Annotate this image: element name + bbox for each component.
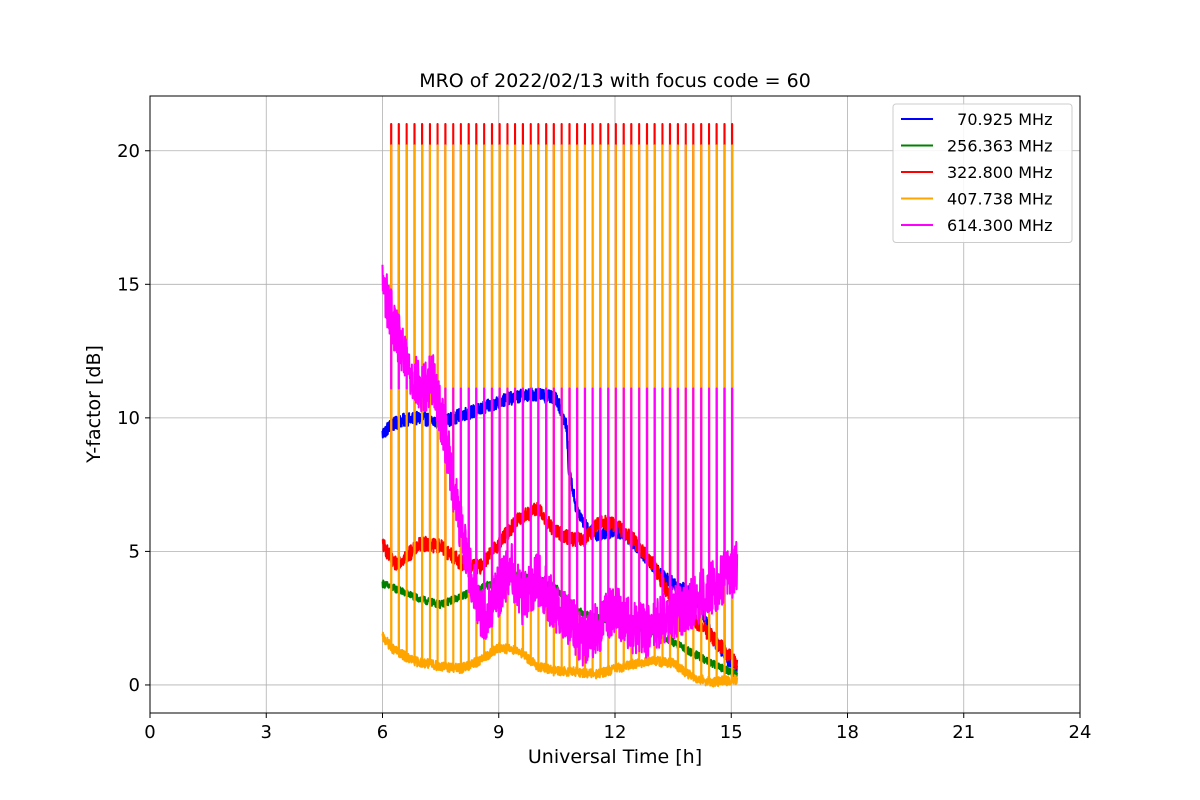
x-axis-label: Universal Time [h] bbox=[528, 746, 702, 768]
series-line bbox=[381, 123, 739, 670]
series-3 bbox=[381, 144, 739, 688]
chart-title: MRO of 2022/02/13 with focus code = 60 bbox=[419, 70, 811, 92]
x-tick-label: 18 bbox=[836, 722, 859, 743]
x-tick-label: 3 bbox=[261, 722, 272, 743]
legend-label: 614.300 MHz bbox=[947, 216, 1052, 235]
series-line bbox=[381, 264, 739, 667]
legend: 70.925 MHz 256.363 MHz 322.800 MHz 407.738 … bbox=[892, 103, 1073, 243]
series-line bbox=[381, 144, 739, 688]
x-tick-label: 15 bbox=[720, 722, 743, 743]
y-tick-label: 10 bbox=[117, 408, 140, 429]
plot-data bbox=[381, 123, 739, 688]
series-4 bbox=[381, 264, 739, 667]
x-tick-label: 6 bbox=[377, 722, 388, 743]
legend-label: 70.925 MHz bbox=[947, 110, 1052, 129]
y-axis-label: Y-factor [dB] bbox=[83, 345, 105, 464]
y-tick-label: 0 bbox=[129, 675, 140, 696]
y-tick-label: 15 bbox=[117, 274, 140, 295]
legend-label: 256.363 MHz bbox=[947, 137, 1052, 156]
legend-label: 322.800 MHz bbox=[947, 163, 1052, 182]
y-tick-label: 20 bbox=[117, 141, 140, 162]
x-tick-label: 24 bbox=[1069, 722, 1092, 743]
x-tick-label: 21 bbox=[952, 722, 975, 743]
y-tick-label: 5 bbox=[129, 541, 140, 562]
series-2 bbox=[381, 123, 739, 670]
ticks: 0 3 6 9 12 15 18 21 24 0 5 10 15 20 bbox=[117, 141, 1091, 743]
legend-box bbox=[892, 103, 1073, 243]
x-tick-label: 0 bbox=[144, 722, 155, 743]
x-tick-label: 12 bbox=[604, 722, 627, 743]
x-tick-label: 9 bbox=[493, 722, 504, 743]
legend-label: 407.738 MHz bbox=[947, 190, 1052, 209]
